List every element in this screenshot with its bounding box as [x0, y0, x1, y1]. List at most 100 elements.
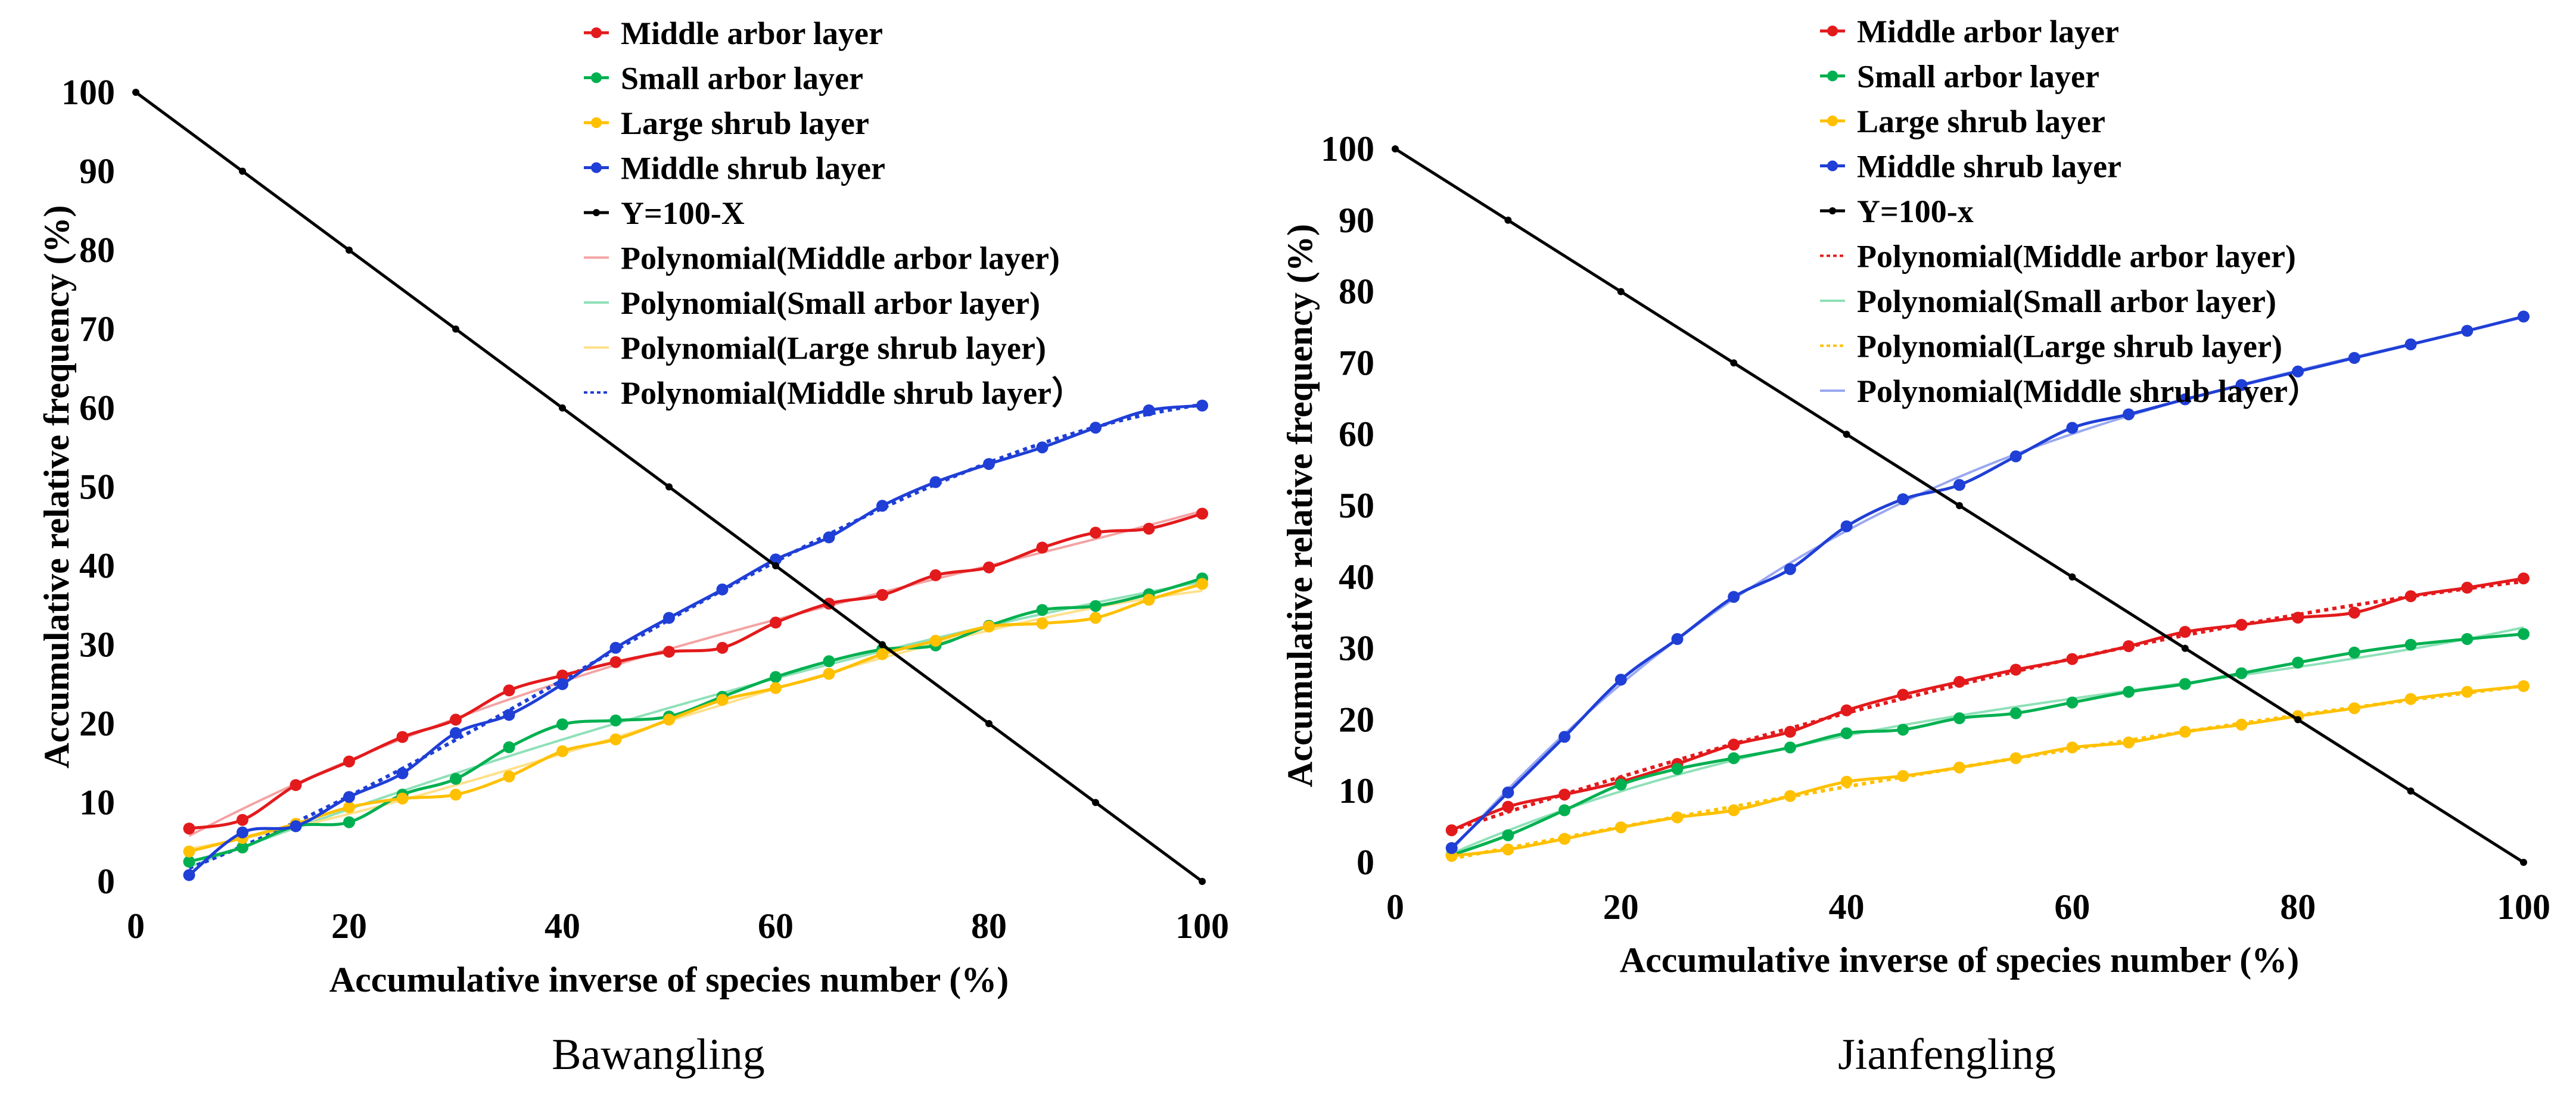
trendline-small-arbor-fit [1451, 626, 2524, 855]
legend-entry: Polynomial(Middle arbor layer) [1820, 239, 2296, 275]
data-point [559, 404, 566, 412]
legend-marker [1827, 70, 1838, 82]
data-point [2009, 450, 2022, 463]
y-tick-label: 70 [79, 310, 115, 349]
data-point [716, 641, 729, 654]
data-point [2404, 338, 2417, 351]
y-tick-label: 80 [79, 230, 115, 270]
data-point [2518, 628, 2530, 640]
data-point [503, 741, 515, 753]
data-point [985, 720, 993, 727]
data-point [1728, 752, 1740, 765]
y-tick-label: 50 [79, 468, 115, 507]
legend-entry: Middle shrub layer [584, 151, 885, 186]
data-point [1671, 763, 1684, 775]
data-point [2235, 718, 2248, 731]
data-point [2181, 644, 2189, 652]
x-tick-label: 20 [331, 906, 367, 946]
data-point [1728, 738, 1740, 751]
legend-label: Middle arbor layer [1857, 14, 2119, 49]
data-point [609, 641, 622, 654]
data-point [1036, 541, 1049, 554]
legend-label: Small arbor layer [1857, 59, 2099, 95]
legend-label: Polynomial(Large shrub layer) [621, 331, 1046, 366]
data-point [2294, 716, 2302, 724]
data-point [2348, 606, 2360, 619]
data-point [2235, 619, 2248, 631]
data-point [983, 458, 995, 470]
data-point [2520, 859, 2527, 866]
y-tick-labels: 0 10 20 30 40 50 60 70 80 90 100 [1321, 129, 1374, 882]
legend-entry: Polynomial(Large shrub layer) [584, 331, 1046, 366]
data-point [450, 727, 462, 739]
data-point [343, 816, 355, 828]
series-middle-shrub [183, 400, 1208, 881]
x-tick-label: 80 [971, 906, 1007, 946]
data-point [1953, 675, 1965, 688]
data-point [983, 561, 995, 574]
data-point [343, 801, 355, 814]
data-point [2009, 707, 2022, 719]
data-point [823, 531, 835, 544]
data-point [1196, 507, 1208, 520]
trendline-middle-arbor-fit [1451, 579, 2524, 833]
data-point [2066, 741, 2079, 754]
legend-label: Large shrub layer [621, 105, 869, 141]
data-point [1558, 789, 1571, 801]
data-point [1784, 790, 1796, 802]
x-tick-label: 40 [1829, 887, 1865, 927]
x-tick-label: 60 [2054, 887, 2090, 927]
chart-caption: Jianfengling [1838, 1030, 2056, 1079]
y-tick-label: 10 [1339, 771, 1374, 811]
y-tick-label: 30 [79, 625, 115, 665]
legend-marker [593, 209, 600, 216]
legend-label: Middle arbor layer [621, 15, 883, 51]
data-point [2348, 702, 2360, 715]
data-point [1036, 617, 1049, 629]
data-point [346, 247, 353, 254]
legend-entry: Y=100-X [584, 195, 745, 231]
legend-entry: Polynomial(Middle shrub layer） [1820, 373, 2320, 409]
series-large-shrub [1445, 680, 2530, 862]
data-point [1897, 770, 1909, 782]
data-point [1504, 216, 1512, 224]
data-point [2292, 612, 2304, 624]
data-point [876, 648, 888, 660]
series-line [189, 512, 1203, 830]
y-tick-label: 100 [61, 73, 115, 112]
series-middle-arbor [183, 507, 1208, 835]
data-point [1196, 578, 1208, 590]
series-middle-shrub [1445, 310, 2530, 854]
legend-label: Polynomial(Small arbor layer) [1857, 283, 2276, 319]
legend: Middle arbor layer Small arbor layer Large… [584, 15, 1084, 411]
data-point [2404, 693, 2417, 705]
data-point [1953, 712, 1965, 724]
data-point [343, 791, 355, 803]
data-point [2068, 573, 2076, 581]
data-point [2066, 422, 2079, 434]
data-point [1897, 688, 1909, 701]
legend-label: Y=100-x [1857, 194, 1974, 229]
data-point [876, 589, 888, 601]
data-point [983, 621, 995, 632]
chart-jianfengling: 0 10 20 30 40 50 60 70 80 90 100 0 20 40 60 80 100 Accumu… [1287, 14, 2550, 1079]
data-point [823, 668, 835, 680]
data-point [503, 684, 515, 697]
data-point [1558, 731, 1571, 743]
x-tick-label: 80 [2280, 887, 2316, 927]
y-tick-label: 0 [1357, 843, 1374, 882]
y-tick-label: 30 [1339, 629, 1374, 668]
y-tick-label: 10 [79, 783, 115, 822]
data-point [823, 655, 835, 668]
series-line [188, 576, 1203, 864]
legend-label: Middle shrub layer [1857, 149, 2121, 185]
data-point [1671, 811, 1684, 824]
data-point [609, 714, 622, 727]
data-point [2407, 787, 2415, 795]
data-point [183, 855, 195, 868]
data-point [1728, 804, 1740, 816]
data-point [396, 767, 409, 780]
x-tick-label: 60 [758, 906, 794, 946]
data-point [770, 616, 782, 629]
